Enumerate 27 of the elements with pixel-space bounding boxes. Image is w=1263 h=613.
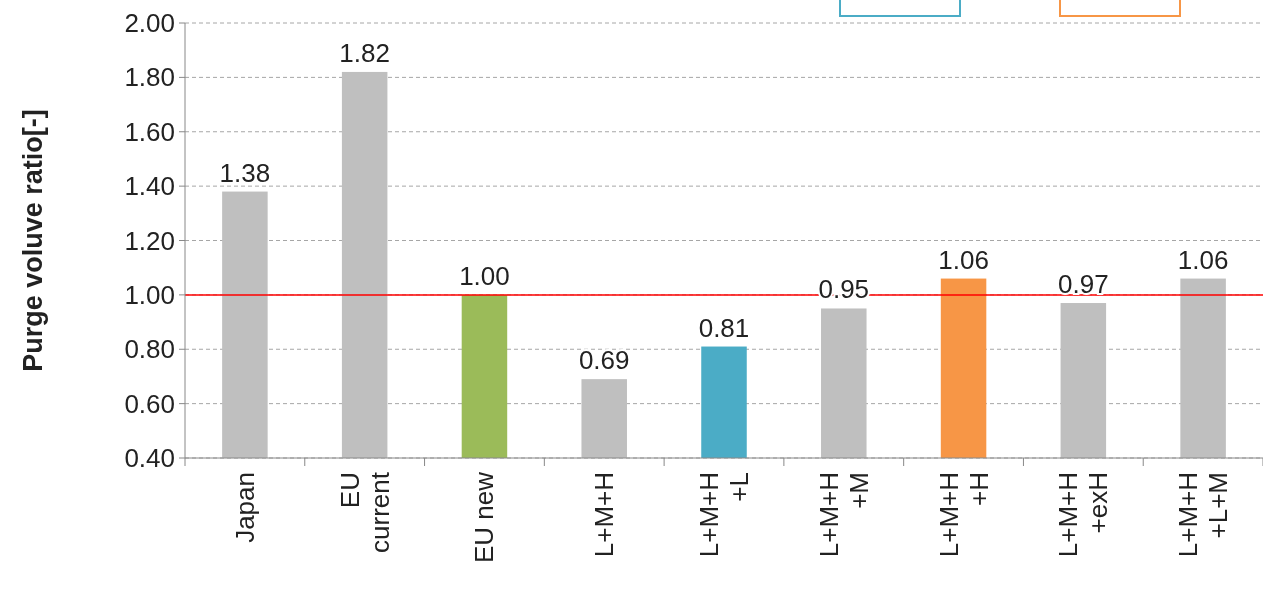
- y-tick-label: 1.80: [124, 62, 175, 93]
- data-label: 1.06: [938, 244, 989, 275]
- x-tick-label: L+M+H +L+M: [1173, 472, 1234, 558]
- data-label: 0.81: [698, 312, 750, 343]
- y-tick-label: 1.40: [124, 171, 175, 202]
- data-label: 1.00: [459, 260, 510, 291]
- y-tick-label: 0.40: [124, 443, 175, 474]
- x-tick-label: L+M+H +M: [813, 472, 874, 558]
- data-label: 1.38: [219, 157, 271, 188]
- x-tick-label: EU new: [469, 471, 500, 564]
- x-tick-label: EU current: [334, 471, 395, 553]
- y-tick-label: 0.80: [124, 334, 175, 365]
- data-label: 0.69: [578, 345, 630, 376]
- x-tick-label: L+M+H +exH: [1053, 472, 1114, 558]
- y-tick-label: 0.60: [124, 388, 175, 419]
- data-label: 0.97: [1058, 269, 1109, 300]
- y-tick-label: 1.60: [124, 116, 175, 147]
- x-tick-label: L+M+H +H: [933, 472, 994, 558]
- x-tick-label: Japan: [229, 472, 260, 543]
- y-tick-label: 1.00: [124, 279, 175, 310]
- y-axis-title: Purge voluve ratio[-]: [18, 109, 48, 372]
- y-tick-label: 2.00: [124, 8, 175, 39]
- data-label: 1.82: [339, 37, 390, 68]
- x-tick-label: L+M+H: [589, 472, 620, 558]
- data-label: 1.06: [1177, 244, 1229, 275]
- x-tick-label: L+M+H +L: [694, 472, 754, 558]
- y-tick-label: 1.20: [124, 225, 175, 256]
